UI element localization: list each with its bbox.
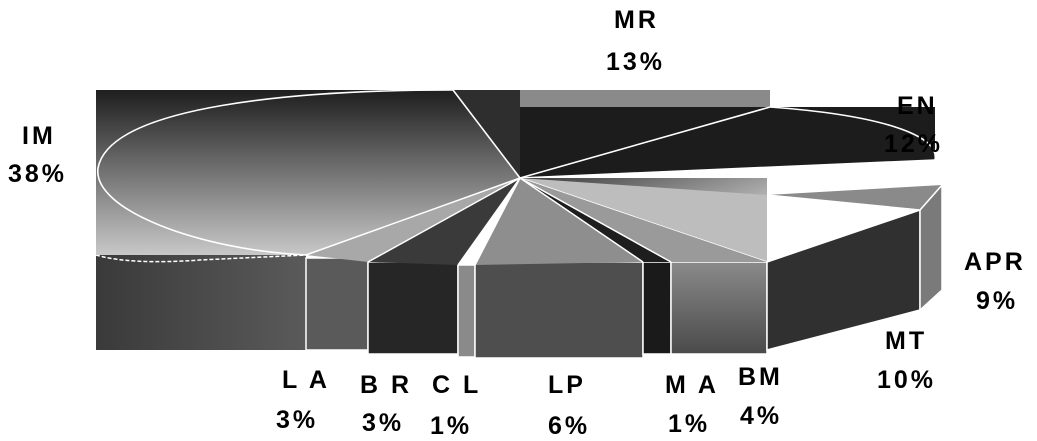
label-im-value: 38% xyxy=(8,160,67,188)
slice-im-side xyxy=(96,255,306,350)
slice-labels: IM 38% MR 13% EN 12% APR 9% MT 10% BM 4%… xyxy=(8,6,1026,440)
label-en-name: EN xyxy=(897,92,938,120)
slice-en-ellipse xyxy=(769,106,936,161)
slice-im-rim xyxy=(95,254,307,263)
label-cl-value: 1% xyxy=(430,412,472,440)
label-br-value: 3% xyxy=(362,409,404,437)
label-bm-value: 4% xyxy=(740,402,782,430)
pie-top-faces xyxy=(96,89,943,266)
slice-edges xyxy=(305,177,672,266)
label-en-value: 12% xyxy=(884,130,943,158)
slice-lp xyxy=(475,178,643,265)
label-la-value: 3% xyxy=(276,406,318,434)
label-mr-name: MR xyxy=(614,6,659,34)
slice-en-bottom-edge xyxy=(519,159,936,179)
label-mt-name: MT xyxy=(885,327,927,355)
label-cl-name: C L xyxy=(432,371,481,399)
label-br-name: B R xyxy=(360,371,412,399)
slice-bm xyxy=(520,178,767,262)
label-mr-value: 13% xyxy=(606,48,665,76)
slice-en xyxy=(520,107,935,178)
slice-la-side xyxy=(305,257,369,351)
label-ma-name: M A xyxy=(665,371,719,399)
label-ma-value: 1% xyxy=(668,410,710,438)
label-lp-value: 6% xyxy=(548,412,590,440)
slice-mr-top xyxy=(520,90,770,107)
slice-en-edge xyxy=(519,106,771,179)
slice-apr-outer xyxy=(766,184,943,211)
slice-la xyxy=(306,178,520,262)
label-apr-name: APR xyxy=(964,248,1026,276)
label-im-name: IM xyxy=(22,122,56,150)
label-la-name: L A xyxy=(282,366,330,394)
slice-mr-edge xyxy=(452,89,521,179)
label-bm-name: BM xyxy=(738,363,783,391)
slice-cl-side xyxy=(457,264,476,358)
label-apr-value: 9% xyxy=(976,287,1018,315)
pie-side-walls xyxy=(95,183,943,359)
slice-im xyxy=(96,90,520,255)
slice-br-side xyxy=(367,261,459,355)
slice-ma-side xyxy=(642,261,672,355)
label-lp-name: LP xyxy=(548,371,586,399)
slice-bm-side xyxy=(670,261,768,355)
label-mt-value: 10% xyxy=(877,366,936,394)
slice-lp-side xyxy=(474,261,644,359)
slice-im-ellipse xyxy=(97,89,454,256)
